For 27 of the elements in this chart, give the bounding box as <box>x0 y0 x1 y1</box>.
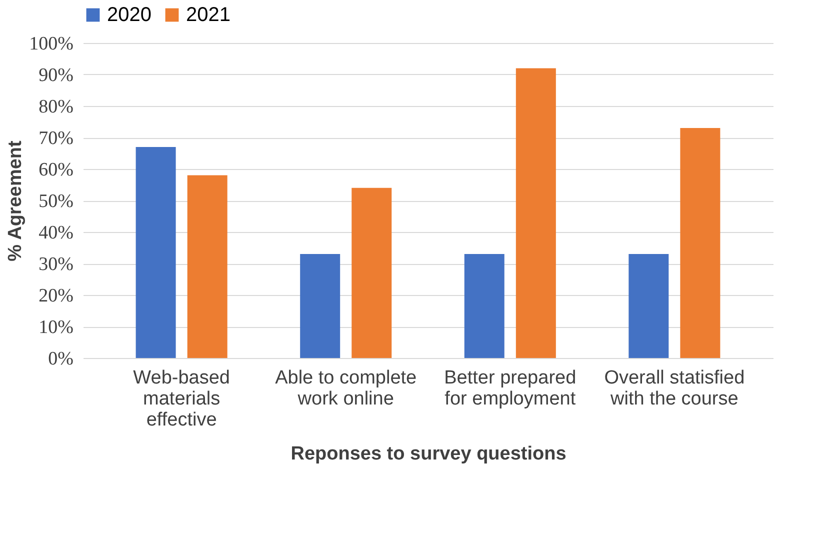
y-tick-label: 100% <box>29 34 74 54</box>
legend-label: 2020 <box>107 4 152 26</box>
bar <box>464 254 504 358</box>
y-axis-title: % Agreement <box>5 140 26 262</box>
y-tick-label: 0% <box>48 348 74 370</box>
bar <box>628 254 669 358</box>
bar <box>187 175 228 358</box>
bar <box>136 146 176 358</box>
y-tick-label: 60% <box>38 160 74 180</box>
x-tick-label: Web-based materials effective <box>133 368 230 430</box>
x-axis-title: Reponses to survey questions <box>290 444 566 464</box>
y-tick-label: 20% <box>38 286 74 306</box>
x-tick-label: Overall statisfied with the course <box>604 368 745 410</box>
legend-label: 2021 <box>186 4 230 26</box>
y-tick-label: 30% <box>38 254 74 275</box>
x-tick-label: Able to complete work online <box>275 368 417 410</box>
y-tick-label: 70% <box>38 128 74 149</box>
bar <box>516 68 556 358</box>
bar <box>352 188 392 358</box>
y-tick-label: 10% <box>38 317 74 338</box>
bar <box>680 128 720 358</box>
x-tick-label: Better prepared for employment <box>444 368 576 410</box>
y-tick-label: 40% <box>38 222 74 244</box>
y-tick-label: 80% <box>38 96 74 118</box>
y-tick-label: 50% <box>38 191 74 212</box>
bar <box>300 254 340 358</box>
y-tick-label: 90% <box>38 65 74 86</box>
